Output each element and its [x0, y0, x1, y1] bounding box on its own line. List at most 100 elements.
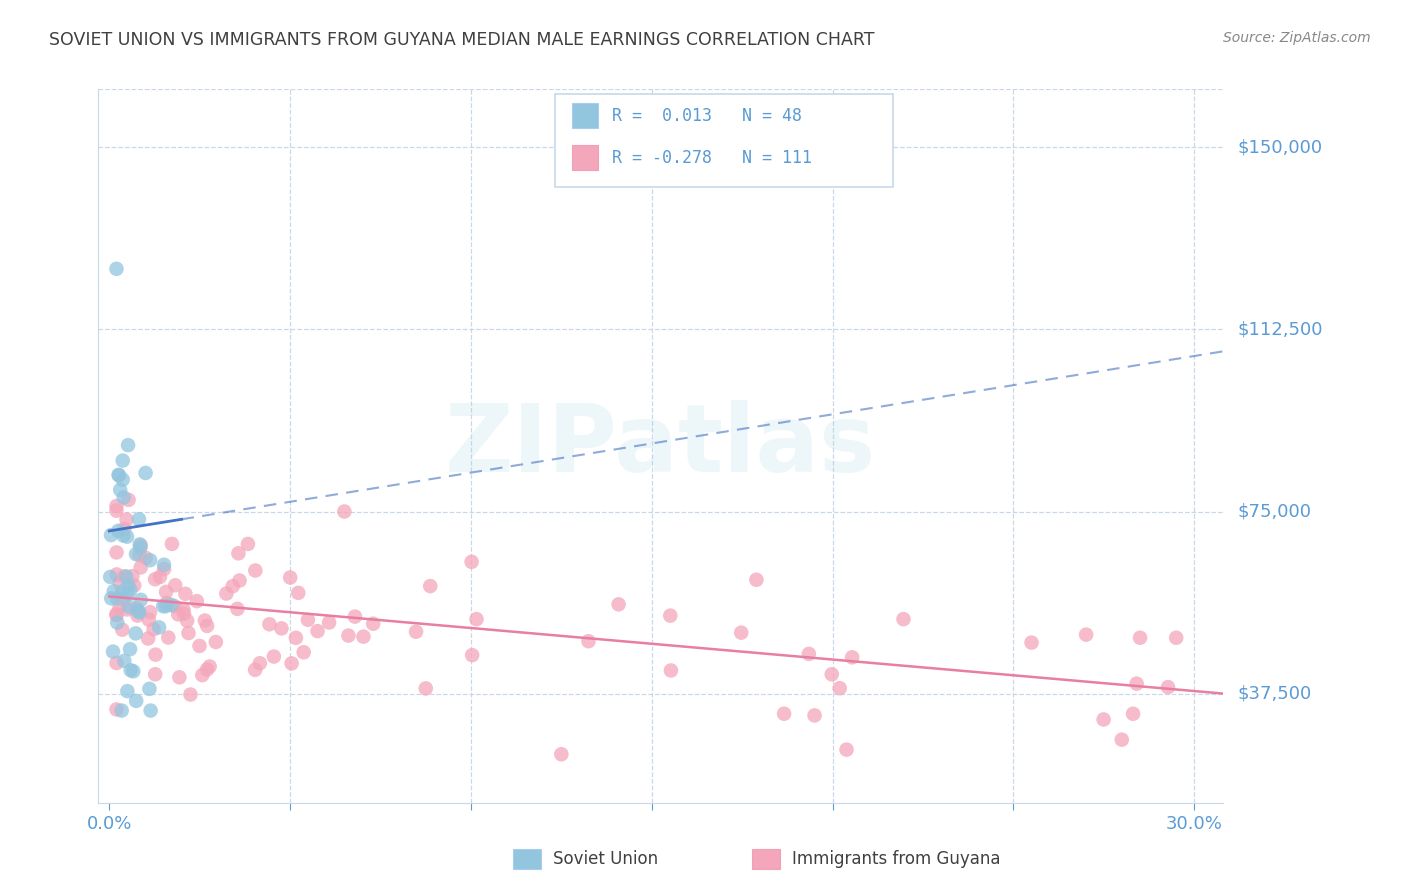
Point — [124, 626, 146, 640]
Point — [157, 631, 180, 645]
Point — [125, 601, 148, 615]
Point — [415, 681, 437, 696]
Point — [1111, 732, 1133, 747]
Point — [139, 553, 162, 567]
Point — [112, 592, 135, 607]
Point — [105, 607, 128, 621]
Point — [135, 550, 157, 565]
Point — [118, 599, 141, 614]
Point — [127, 608, 149, 623]
Point — [100, 528, 122, 542]
Point — [177, 626, 200, 640]
Text: R = -0.278   N = 111: R = -0.278 N = 111 — [612, 149, 811, 167]
Point — [343, 609, 366, 624]
Point — [1129, 631, 1152, 645]
Point — [550, 747, 572, 762]
Point — [167, 607, 190, 622]
Point — [730, 625, 752, 640]
Point — [153, 562, 176, 576]
Point — [1074, 627, 1097, 641]
Point — [169, 670, 191, 684]
Point — [179, 688, 201, 702]
Point — [361, 616, 384, 631]
Point — [129, 541, 152, 555]
Point — [115, 512, 138, 526]
Point — [1021, 635, 1043, 649]
Point — [1125, 676, 1147, 690]
Text: SOVIET UNION VS IMMIGRANTS FROM GUYANA MEDIAN MALE EARNINGS CORRELATION CHART: SOVIET UNION VS IMMIGRANTS FROM GUYANA M… — [49, 31, 875, 49]
Point — [1092, 713, 1115, 727]
Point — [117, 602, 139, 616]
Point — [236, 537, 259, 551]
Point — [461, 648, 484, 662]
Point — [292, 645, 315, 659]
Point — [108, 576, 131, 591]
Point — [803, 708, 825, 723]
Point — [1157, 680, 1180, 694]
Point — [163, 599, 186, 614]
Text: R =  0.013   N = 48: R = 0.013 N = 48 — [612, 107, 801, 125]
Text: $112,500: $112,500 — [1237, 320, 1323, 338]
Text: Source: ZipAtlas.com: Source: ZipAtlas.com — [1223, 31, 1371, 45]
Point — [841, 650, 863, 665]
Point — [122, 578, 145, 592]
Point — [105, 545, 128, 559]
Point — [118, 642, 141, 657]
Text: $37,500: $37,500 — [1237, 684, 1312, 703]
Text: Soviet Union: Soviet Union — [553, 850, 658, 868]
Point — [115, 569, 138, 583]
Point — [198, 659, 221, 673]
Point — [143, 572, 166, 586]
Point — [117, 684, 139, 698]
Point — [188, 639, 211, 653]
Point — [121, 569, 143, 583]
Point — [108, 468, 131, 483]
Point — [128, 605, 150, 619]
Point — [112, 569, 135, 583]
Point — [191, 668, 214, 682]
Point — [117, 438, 139, 452]
Point — [105, 504, 128, 518]
Point — [333, 504, 356, 518]
Point — [136, 632, 159, 646]
Text: Immigrants from Guyana: Immigrants from Guyana — [792, 850, 1000, 868]
Point — [152, 599, 174, 614]
Point — [173, 602, 195, 616]
Point — [112, 528, 135, 542]
Point — [465, 612, 488, 626]
Point — [263, 649, 285, 664]
Point — [112, 522, 135, 536]
Point — [125, 547, 148, 561]
Point — [352, 630, 374, 644]
Point — [155, 585, 177, 599]
Point — [307, 624, 329, 638]
Point — [228, 574, 250, 588]
Point — [270, 621, 292, 635]
Point — [112, 491, 135, 505]
Point — [105, 499, 128, 513]
Point — [105, 261, 128, 276]
Point — [893, 612, 915, 626]
Point — [111, 623, 134, 637]
Point — [460, 555, 482, 569]
Point — [659, 608, 682, 623]
Point — [155, 599, 177, 614]
Point — [107, 524, 129, 538]
Point — [128, 537, 150, 551]
Point — [111, 453, 134, 467]
Point — [111, 584, 134, 599]
Point — [153, 558, 176, 572]
Point — [128, 548, 150, 562]
Point — [108, 600, 131, 615]
Point — [111, 704, 134, 718]
Point — [122, 665, 145, 679]
Point — [148, 620, 170, 634]
Point — [128, 512, 150, 526]
Point — [1122, 706, 1144, 721]
Point — [607, 597, 630, 611]
Point — [149, 570, 172, 584]
Point — [101, 644, 124, 658]
Point — [578, 634, 600, 648]
Point — [226, 602, 249, 616]
Point — [173, 607, 195, 621]
